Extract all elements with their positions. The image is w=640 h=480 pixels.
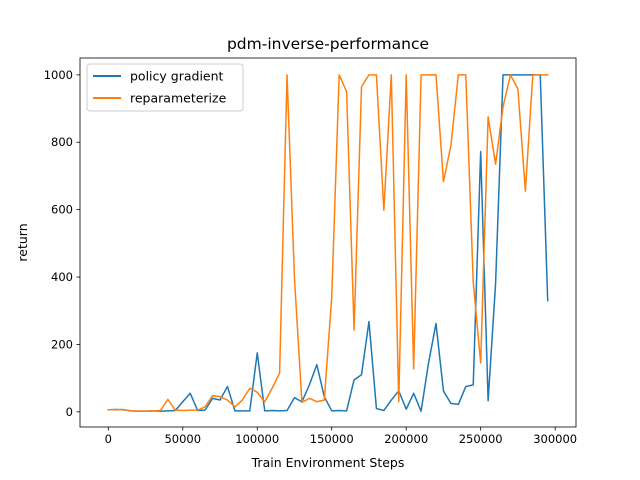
legend-label-policy-gradient: policy gradient <box>130 69 224 84</box>
y-tick-label: 600 <box>51 203 73 217</box>
plot-area <box>79 57 577 428</box>
x-tick-label: 0 <box>105 432 112 446</box>
y-tick-label: 800 <box>51 135 73 149</box>
x-tick-label: 250000 <box>459 432 503 446</box>
y-tick-label: 200 <box>51 337 73 351</box>
y-tick-label: 400 <box>51 270 73 284</box>
y-tick-label: 0 <box>66 405 73 419</box>
x-tick-label: 300000 <box>533 432 577 446</box>
x-axis: 0 50000 100000 150000 200000 250000 300000 <box>105 427 577 446</box>
legend-label-reparameterize: reparameterize <box>130 91 227 106</box>
y-axis-label: return <box>15 223 30 261</box>
series-layer <box>107 74 549 412</box>
series-line-policy-gradient <box>107 74 549 412</box>
x-tick-label: 200000 <box>384 432 428 446</box>
legend: policy gradient reparameterize <box>86 63 244 112</box>
y-tick-label: 1000 <box>44 68 73 82</box>
chart-title: pdm-inverse-performance <box>227 35 429 53</box>
plot-frame <box>79 57 577 428</box>
series-line-reparameterize <box>107 74 549 412</box>
x-tick-label: 100000 <box>235 432 279 446</box>
x-tick-label: 50000 <box>164 432 201 446</box>
y-axis: 0 200 400 600 800 1000 <box>44 68 80 419</box>
x-axis-label: Train Environment Steps <box>251 455 405 470</box>
legend-box <box>86 63 244 112</box>
x-tick-label: 150000 <box>310 432 354 446</box>
